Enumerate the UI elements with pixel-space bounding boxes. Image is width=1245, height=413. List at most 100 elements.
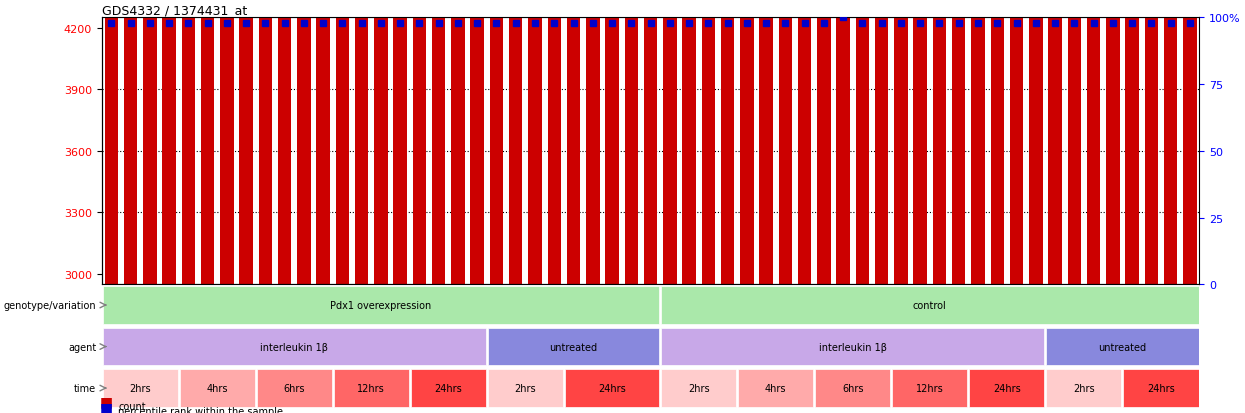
Bar — [721, 0, 735, 285]
Text: ■: ■ — [100, 394, 113, 408]
Text: percentile rank within the sample: percentile rank within the sample — [118, 406, 284, 413]
Text: 6hrs: 6hrs — [284, 383, 305, 393]
Text: count: count — [118, 401, 146, 411]
Bar — [143, 0, 157, 285]
Bar — [179, 370, 255, 407]
Bar — [875, 0, 889, 285]
Text: time: time — [73, 383, 96, 393]
Bar — [375, 0, 387, 285]
Bar — [1046, 328, 1199, 366]
Bar — [1123, 370, 1199, 407]
Text: untreated: untreated — [549, 342, 598, 352]
Bar — [489, 0, 503, 285]
Bar — [488, 328, 659, 366]
Text: 12hrs: 12hrs — [916, 383, 944, 393]
Bar — [256, 370, 331, 407]
Bar — [451, 0, 464, 285]
Text: 24hrs: 24hrs — [435, 383, 462, 393]
Text: Pdx1 overexpression: Pdx1 overexpression — [330, 300, 432, 310]
Bar — [471, 0, 484, 285]
Bar — [105, 0, 118, 285]
Text: 2hrs: 2hrs — [1073, 383, 1094, 393]
Text: 24hrs: 24hrs — [598, 383, 626, 393]
Text: ■: ■ — [100, 400, 113, 413]
Text: interleukin 1β: interleukin 1β — [260, 342, 329, 352]
Bar — [894, 0, 908, 285]
Text: GDS4332 / 1374431_at: GDS4332 / 1374431_at — [102, 4, 247, 17]
Bar — [661, 287, 1199, 324]
Bar — [702, 0, 715, 285]
Bar — [664, 0, 676, 285]
Bar — [182, 0, 195, 285]
Bar — [855, 0, 869, 285]
Bar — [565, 370, 659, 407]
Text: 6hrs: 6hrs — [842, 383, 864, 393]
Bar — [1046, 370, 1122, 407]
Bar — [200, 0, 214, 285]
Bar — [738, 370, 813, 407]
Bar — [102, 328, 486, 366]
Bar — [970, 370, 1045, 407]
Bar — [509, 0, 523, 285]
Bar — [298, 0, 310, 285]
Bar — [605, 0, 619, 285]
Bar — [1144, 0, 1158, 285]
Bar — [316, 0, 330, 285]
Bar — [1106, 0, 1119, 285]
Bar — [933, 0, 946, 285]
Bar — [432, 0, 446, 285]
Bar — [952, 0, 965, 285]
Text: control: control — [913, 300, 946, 310]
Bar — [1125, 0, 1139, 285]
Bar — [411, 370, 486, 407]
Bar — [220, 0, 234, 285]
Text: 2hrs: 2hrs — [129, 383, 151, 393]
Bar — [625, 0, 637, 285]
Bar — [661, 328, 1045, 366]
Bar — [893, 370, 967, 407]
Bar — [1087, 0, 1101, 285]
Bar — [586, 0, 600, 285]
Text: genotype/variation: genotype/variation — [4, 300, 96, 310]
Bar — [259, 0, 273, 285]
Bar — [1030, 0, 1042, 285]
Text: 24hrs: 24hrs — [994, 383, 1021, 393]
Bar — [278, 0, 291, 285]
Bar — [661, 370, 736, 407]
Text: 4hrs: 4hrs — [207, 383, 228, 393]
Text: interleukin 1β: interleukin 1β — [819, 342, 886, 352]
Bar — [123, 0, 137, 285]
Bar — [548, 0, 561, 285]
Text: 2hrs: 2hrs — [688, 383, 710, 393]
Bar — [566, 0, 580, 285]
Bar — [914, 0, 928, 285]
Text: agent: agent — [68, 342, 96, 352]
Bar — [488, 370, 563, 407]
Bar — [528, 0, 542, 285]
Bar — [162, 0, 176, 285]
Bar — [102, 287, 659, 324]
Bar — [778, 0, 792, 285]
Bar — [1183, 0, 1196, 285]
Text: 2hrs: 2hrs — [514, 383, 537, 393]
Bar — [336, 0, 349, 285]
Text: untreated: untreated — [1098, 342, 1147, 352]
Bar — [991, 0, 1003, 285]
Text: 24hrs: 24hrs — [1147, 383, 1175, 393]
Bar — [102, 370, 178, 407]
Bar — [1164, 0, 1178, 285]
Bar — [817, 0, 830, 285]
Bar — [355, 0, 369, 285]
Bar — [815, 370, 890, 407]
Bar — [393, 0, 407, 285]
Bar — [239, 0, 253, 285]
Bar — [334, 370, 408, 407]
Bar — [412, 0, 426, 285]
Bar — [740, 0, 753, 285]
Bar — [1067, 0, 1081, 285]
Bar — [759, 0, 773, 285]
Bar — [1048, 0, 1062, 285]
Bar — [644, 0, 657, 285]
Bar — [1010, 0, 1023, 285]
Bar — [971, 0, 985, 285]
